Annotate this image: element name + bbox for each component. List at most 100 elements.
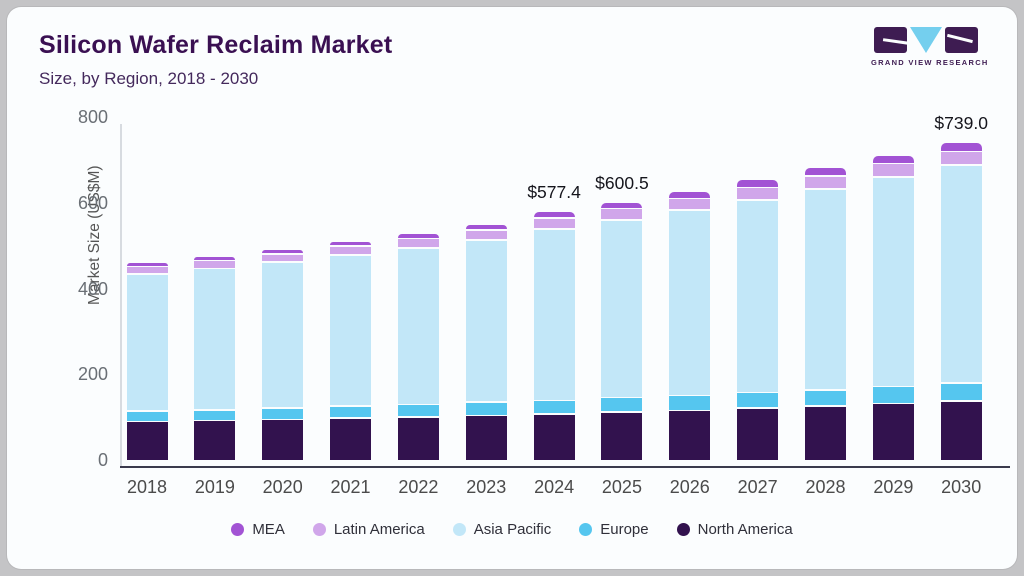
legend-dot-icon bbox=[579, 523, 593, 536]
bar-segment-north-america bbox=[533, 414, 575, 460]
bar-segment-latin-america bbox=[872, 164, 914, 177]
logo-accent-line bbox=[947, 33, 973, 43]
bar-segment-mea bbox=[872, 155, 914, 163]
y-tick-label: 600 bbox=[77, 192, 108, 213]
legend-label: Europe bbox=[600, 521, 649, 538]
bar-segment-asia-pacific bbox=[194, 269, 236, 410]
x-axis-label: 2023 bbox=[466, 477, 507, 497]
x-axis-label: 2028 bbox=[805, 477, 846, 497]
bar-segment-mea bbox=[126, 263, 168, 266]
bar-segment-mea bbox=[465, 224, 507, 230]
bar-segment-mea bbox=[194, 257, 236, 260]
bar-segment-north-america bbox=[465, 416, 507, 460]
page-title: Silicon Wafer Reclaim Market bbox=[39, 31, 393, 59]
legend-dot-icon bbox=[676, 523, 690, 536]
bar-segment-latin-america bbox=[669, 199, 711, 210]
bar-segment-north-america bbox=[330, 418, 372, 460]
bar-segment-asia-pacific bbox=[397, 248, 439, 404]
logo-triangle-icon bbox=[910, 27, 942, 53]
bar-segment-asia-pacific bbox=[872, 177, 914, 386]
chart-legend: MEA Latin America Asia Pacific Europe North … bbox=[7, 521, 1017, 538]
bar-segment-europe bbox=[262, 408, 304, 419]
bar-segment-latin-america bbox=[330, 246, 372, 255]
bar-segment-latin-america bbox=[126, 267, 168, 274]
y-tick-label: 200 bbox=[77, 364, 108, 385]
bar-segment-latin-america bbox=[262, 254, 304, 262]
x-axis-label: 2021 bbox=[330, 477, 371, 497]
bar-segment-latin-america bbox=[533, 218, 575, 229]
bar-segment-asia-pacific bbox=[669, 210, 711, 395]
bar-segment-latin-america bbox=[397, 239, 439, 248]
bar-segment-mea bbox=[737, 180, 779, 187]
total-value-label: $577.4 bbox=[527, 182, 581, 203]
bar-segment-europe bbox=[805, 390, 846, 406]
bar-segment-mea bbox=[669, 192, 711, 198]
bar-segment-europe bbox=[126, 411, 168, 421]
y-tick-label: 0 bbox=[97, 450, 108, 470]
bar-segment-mea bbox=[330, 241, 372, 246]
legend-label: MEA bbox=[252, 521, 285, 538]
bar-segment-asia-pacific bbox=[940, 165, 982, 383]
bar-segment-north-america bbox=[262, 420, 304, 460]
bar-segment-europe bbox=[533, 401, 575, 414]
legend-item-asia-pacific: Asia Pacific bbox=[452, 521, 552, 538]
page-subtitle: Size, by Region, 2018 - 2030 bbox=[39, 69, 259, 88]
legend-item-europe: Europe bbox=[579, 521, 649, 538]
bar-segment-north-america bbox=[805, 406, 846, 460]
bar-segment-europe bbox=[397, 405, 439, 417]
legend-item-mea: MEA bbox=[231, 521, 285, 538]
bar-segment-mea bbox=[397, 233, 439, 238]
bar-segment-europe bbox=[737, 393, 779, 408]
x-axis-label: 2025 bbox=[601, 477, 642, 497]
logo-right-square-icon bbox=[945, 27, 978, 53]
gvr-logo: GRAND VIEW RESEARCH bbox=[871, 27, 989, 67]
bar-segment-north-america bbox=[737, 408, 779, 460]
bar-segment-asia-pacific bbox=[330, 255, 372, 406]
x-axis-label: 2022 bbox=[398, 477, 439, 497]
legend-dot-icon bbox=[231, 523, 245, 536]
bar-segment-europe bbox=[601, 398, 643, 412]
bar-segment-north-america bbox=[940, 401, 982, 460]
logo-left-square-icon bbox=[874, 27, 907, 53]
logo-accent-line bbox=[882, 38, 907, 45]
x-axis-label: 2019 bbox=[194, 477, 235, 497]
bar-segment-latin-america bbox=[940, 152, 982, 165]
bar-segment-asia-pacific bbox=[126, 274, 168, 411]
x-axis-line bbox=[120, 466, 1010, 468]
x-axis-label: 2024 bbox=[534, 477, 575, 497]
bar-segment-europe bbox=[669, 396, 711, 410]
bar-segment-mea bbox=[262, 249, 304, 254]
bar-segment-latin-america bbox=[601, 209, 643, 220]
legend-label: North America bbox=[697, 521, 793, 538]
total-value-label: $600.5 bbox=[595, 172, 649, 193]
y-tick-label: 800 bbox=[77, 107, 108, 127]
logo-brand-text: GRAND VIEW RESEARCH bbox=[871, 58, 989, 67]
legend-label: Asia Pacific bbox=[473, 521, 552, 538]
x-axis-label: 2029 bbox=[873, 477, 914, 497]
bar-segment-asia-pacific bbox=[737, 200, 779, 392]
legend-dot-icon bbox=[452, 523, 466, 536]
x-axis-label: 2030 bbox=[941, 477, 982, 497]
x-axis-label: 2026 bbox=[669, 477, 710, 497]
legend-item-latin-america: Latin America bbox=[312, 521, 425, 538]
bar-segment-mea bbox=[601, 202, 643, 208]
bar-segment-latin-america bbox=[465, 230, 507, 240]
x-axis-label: 2027 bbox=[737, 477, 778, 497]
y-tick-label: 400 bbox=[77, 278, 108, 299]
bar-segment-north-america bbox=[669, 411, 711, 460]
bar-segment-north-america bbox=[194, 421, 236, 460]
x-axis-label: 2018 bbox=[126, 477, 168, 497]
bar-segment-north-america bbox=[872, 404, 914, 460]
bar-segment-mea bbox=[940, 143, 982, 151]
bar-segment-europe bbox=[465, 402, 507, 415]
bar-segment-asia-pacific bbox=[601, 220, 643, 397]
bar-segment-asia-pacific bbox=[465, 240, 507, 402]
bar-segment-europe bbox=[330, 406, 372, 418]
bar-segment-europe bbox=[872, 387, 914, 403]
legend-item-north-america: North America bbox=[676, 521, 793, 538]
report-card: Silicon Wafer Reclaim Market Size, by Re… bbox=[7, 7, 1017, 569]
bar-segment-mea bbox=[533, 212, 575, 218]
gvr-logo-mark bbox=[871, 27, 981, 53]
legend-dot-icon bbox=[312, 523, 326, 536]
bar-segment-latin-america bbox=[737, 188, 779, 200]
